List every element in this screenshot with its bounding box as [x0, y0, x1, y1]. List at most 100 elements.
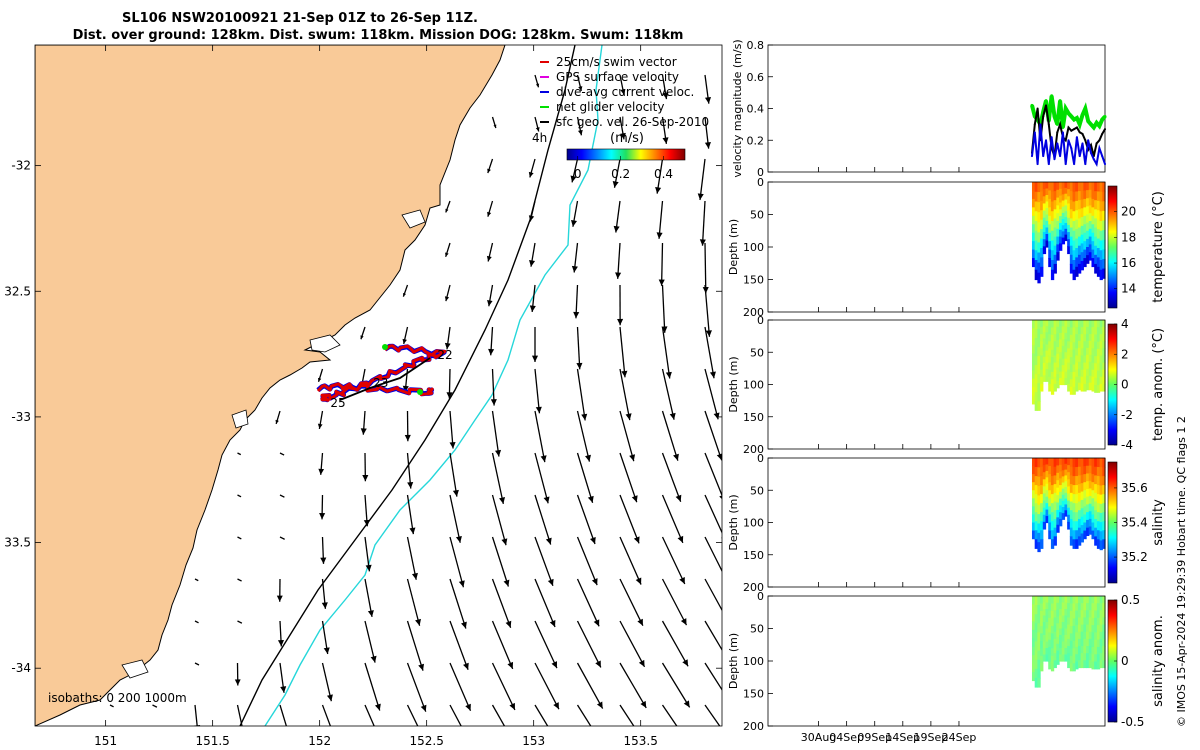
heatmap-cell [1053, 646, 1057, 654]
track-start-marker [382, 344, 388, 350]
velocity-arrowhead [612, 181, 619, 188]
heatmap-cell [1040, 257, 1044, 268]
heatmap-cell [1056, 480, 1060, 489]
heatmap-cell [1099, 522, 1103, 532]
heatmap-cell [1053, 218, 1057, 229]
heatmap-cell [1086, 596, 1090, 604]
heatmap-cell [1061, 231, 1066, 239]
heatmap-cell [1059, 236, 1063, 245]
heatmap-cell [1042, 362, 1047, 370]
heatmap-cell [1061, 182, 1066, 189]
heatmap-cell [1077, 236, 1082, 247]
heatmap-cell [1096, 521, 1101, 531]
heatmap-cell [1094, 218, 1098, 229]
heatmap-cell [1091, 474, 1095, 483]
velocity-point [1101, 155, 1104, 158]
heatmap-cell [1059, 339, 1063, 347]
map-y-tick-label: -32 [11, 159, 31, 173]
heatmap-cell [1083, 341, 1087, 349]
heatmap-cell [1059, 209, 1063, 217]
heatmap-cell [1053, 510, 1057, 520]
heatmap-cell [1037, 356, 1041, 366]
heatmap-cell [1088, 488, 1093, 497]
heatmap-cell [1075, 257, 1079, 268]
velocity-arrow [449, 662, 472, 712]
heatmap-cell [1037, 383, 1041, 393]
heatmap-cell [1064, 463, 1068, 471]
heatmap-cell [1061, 500, 1066, 508]
heatmap-cell [1042, 635, 1047, 643]
velocity-arrowhead [635, 577, 642, 585]
heatmap-cell [1031, 466, 1036, 475]
heatmap-cell [1072, 467, 1076, 477]
velocity-point [1081, 142, 1084, 145]
heatmap-cell [1088, 638, 1093, 647]
velocity-arrowhead [599, 742, 605, 749]
heatmap-cell [1056, 380, 1060, 389]
velocity-arrow [534, 662, 560, 710]
velocity-arrowhead [360, 335, 364, 340]
heatmap-cell [1040, 334, 1044, 342]
heatmap-cell [1075, 639, 1079, 648]
heatmap-cell [1048, 639, 1052, 648]
heatmap-cell [1072, 342, 1076, 351]
heatmap-cell [1037, 272, 1041, 284]
heatmap-cell [1064, 193, 1068, 201]
velocity-arrowhead [512, 743, 518, 750]
heatmap-cell [1091, 632, 1095, 641]
heatmap-cell [1040, 182, 1044, 193]
heatmap-cell [1040, 503, 1044, 513]
heatmap-cell [1031, 353, 1036, 363]
heatmap-cell [1040, 467, 1044, 477]
heatmap-cell [1040, 458, 1044, 468]
heatmap-colorbar-tick-label: -4 [1121, 438, 1133, 452]
heatmap-cell [1050, 320, 1055, 329]
heatmap-cell [1034, 677, 1038, 688]
heatmap-cell [1075, 247, 1079, 258]
heatmap-cell [1072, 512, 1076, 522]
heatmap-cell [1096, 182, 1101, 193]
velocity-arrow [236, 704, 243, 726]
heatmap-cell [1099, 269, 1103, 281]
heatmap-cell [1056, 205, 1060, 214]
heatmap-cell [1094, 320, 1098, 328]
heatmap-y-tick-label: 150 [743, 411, 764, 424]
heatmap-y-tick-label: 150 [743, 688, 764, 701]
heatmap-cell [1083, 355, 1087, 364]
heatmap-cell [1064, 345, 1068, 353]
heatmap-cell [1061, 371, 1066, 379]
heatmap-cell [1094, 632, 1098, 641]
heatmap-cell [1086, 638, 1090, 647]
heatmap-y-tick-label: 50 [750, 346, 764, 359]
velocity-point [1059, 155, 1062, 158]
heatmap-cell [1069, 603, 1074, 612]
heatmap-cell [1056, 465, 1060, 474]
heatmap-cell [1045, 648, 1049, 656]
heatmap-cell [1048, 241, 1052, 251]
heatmap-cell [1080, 320, 1084, 328]
heatmap-cell [1099, 610, 1103, 619]
heatmap-cell [1094, 245, 1098, 256]
heatmap-cell [1094, 458, 1098, 468]
velocity-arrowhead [662, 92, 669, 100]
heatmap-cell [1053, 254, 1057, 265]
velocity-point [1086, 119, 1090, 123]
heatmap-cell [1102, 334, 1106, 342]
heatmap-cell [1064, 365, 1068, 373]
heatmap-cell [1048, 215, 1052, 225]
heatmap-cell [1088, 511, 1093, 520]
heatmap-cell [1042, 615, 1047, 623]
heatmap-cell [1094, 263, 1098, 274]
heatmap-cell [1034, 476, 1038, 486]
velocity-arrowhead [716, 453, 722, 461]
heatmap-cell [1091, 258, 1095, 268]
heatmap-cell [1077, 510, 1082, 520]
heatmap-cell [1075, 182, 1079, 193]
velocity-arrowhead [551, 661, 558, 669]
heatmap-cell [1072, 494, 1076, 504]
heatmap-y-tick-label: 100 [743, 241, 764, 254]
heatmap-cell [1096, 191, 1101, 202]
velocity-point [1092, 126, 1096, 130]
heatmap-cell [1080, 466, 1084, 476]
heatmap-cell [1064, 211, 1068, 218]
